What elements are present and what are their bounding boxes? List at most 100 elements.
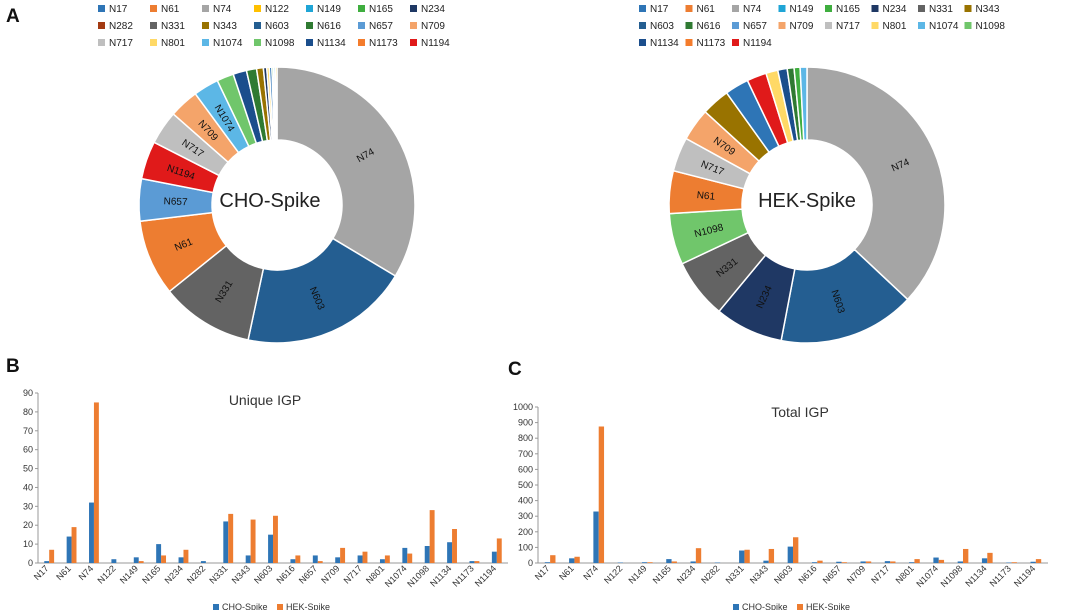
bar-hek-spike-n1134: [987, 552, 993, 563]
x-tick-label-n343: N343: [230, 563, 252, 585]
bar-hek-spike-n331: [228, 513, 234, 563]
y-tick-label: 100: [518, 542, 533, 552]
bar-legend-label-hek-spike: HEK-Spike: [806, 602, 850, 610]
legend-swatch-n657: [732, 22, 739, 29]
bar-cho-spike-n616: [290, 559, 296, 563]
legend-swatch-n616: [306, 22, 313, 29]
bar-cho-spike-n1098: [424, 546, 430, 563]
legend-label-n616: N616: [697, 21, 721, 32]
bar-cho-spike-n282: [200, 561, 206, 563]
bar-hek-spike-n149: [138, 561, 144, 563]
legend-swatch-n149: [306, 5, 313, 12]
legend-label-n282: N282: [109, 21, 133, 32]
legend-swatch-n1173: [358, 39, 365, 46]
legend-label-n717: N717: [836, 21, 860, 32]
x-tick-label-n801: N801: [894, 563, 916, 585]
legend-label-n1098: N1098: [976, 21, 1006, 32]
y-tick-label: 40: [23, 482, 33, 492]
bar-hek-spike-n331: [744, 549, 750, 563]
legend-swatch-n343: [964, 5, 972, 12]
y-tick-label: 60: [23, 445, 33, 455]
bar-cho-spike-n149: [641, 562, 648, 563]
legend-label-n17: N17: [109, 4, 128, 15]
x-tick-label-n657: N657: [821, 563, 843, 585]
y-tick-label: 80: [23, 407, 33, 417]
legend-swatch-n122: [254, 5, 261, 12]
legend-label-n343: N343: [976, 4, 1000, 15]
bar-hek-spike-n616: [295, 555, 301, 563]
bar-cho-spike-n603: [787, 546, 793, 563]
legend-label-n149: N149: [790, 4, 814, 15]
y-tick-label: 20: [23, 520, 33, 530]
x-tick-label-n616: N616: [796, 563, 818, 585]
legend-label-n122: N122: [265, 4, 289, 15]
x-tick-label-n1194: N1194: [1012, 563, 1037, 588]
bar-cho-spike-n1134: [981, 558, 988, 563]
bar-cho-spike-n603: [268, 534, 273, 563]
legend-swatch-n1098: [964, 22, 972, 29]
bar-hek-spike-n1074: [938, 559, 945, 563]
legend-label-n1098: N1098: [265, 38, 295, 49]
x-tick-label-n1134: N1134: [428, 563, 453, 588]
bar-cho-spike-n74: [89, 502, 94, 563]
legend-swatch-n165: [358, 5, 365, 12]
x-tick-label-n1098: N1098: [405, 563, 431, 589]
legend-label-n603: N603: [265, 21, 289, 32]
panel-letter-c: C: [508, 359, 522, 380]
bar-cho-spike-n149: [133, 557, 139, 563]
bar-cho-spike-n709: [860, 561, 866, 563]
legend-label-n331: N331: [929, 4, 953, 15]
legend-swatch-n1098: [254, 39, 261, 46]
x-tick-label-n603: N603: [772, 563, 794, 585]
bar-hek-spike-n149: [647, 562, 653, 563]
bar-hek-spike-n61: [574, 556, 580, 563]
legend-swatch-n616: [685, 22, 693, 29]
legend-swatch-n234: [871, 5, 879, 12]
legend-swatch-n1134: [306, 39, 313, 46]
legend-swatch-n1134: [639, 39, 646, 46]
y-tick-label: 300: [518, 511, 533, 521]
bar-hek-spike-n657: [317, 561, 323, 563]
bar-hek-spike-n603: [793, 537, 799, 563]
bar-cho-spike-n616: [811, 562, 818, 563]
legend-swatch-n234: [410, 5, 417, 12]
bar-cho-spike-n717: [884, 561, 891, 563]
bar-hek-spike-n709: [865, 561, 872, 563]
slice-n603: [780, 248, 909, 344]
bar-hek-spike-n1194: [496, 538, 502, 563]
legend-swatch-n1194: [410, 39, 417, 46]
legend-label-n74: N74: [743, 4, 762, 15]
x-tick-label-n331: N331: [207, 563, 229, 585]
bar-cho-spike-n657: [312, 555, 318, 563]
x-tick-label-n234: N234: [675, 563, 697, 585]
legend-swatch-n709: [410, 22, 417, 29]
x-tick-label-n709: N709: [845, 563, 867, 585]
bar-hek-spike-n657: [841, 562, 847, 563]
y-tick-label: 400: [518, 496, 533, 506]
x-tick-label-n149: N149: [626, 563, 648, 585]
legend-label-n603: N603: [650, 21, 674, 32]
x-tick-label-n74: N74: [581, 563, 600, 582]
x-tick-label-n1173: N1173: [988, 563, 1013, 588]
bar-cho-spike-n801: [909, 562, 915, 563]
legend-label-n657: N657: [369, 21, 393, 32]
bar-legend-swatch-hek-spike: [277, 604, 283, 610]
x-tick-label-n717: N717: [342, 563, 364, 585]
bar-hek-spike-n17: [550, 555, 556, 563]
bar-hek-spike-n1134: [452, 529, 457, 563]
x-tick-label-n17: N17: [32, 563, 51, 582]
legend-swatch-n343: [202, 22, 209, 29]
slice-label-n61: N61: [696, 190, 716, 203]
bar-cho-spike-n1173: [469, 561, 475, 563]
bar-hek-spike-n1074: [407, 553, 413, 563]
bar-hek-spike-n1098: [963, 548, 969, 563]
legend-swatch-n801: [150, 39, 157, 46]
bar-hek-spike-n801: [914, 559, 920, 563]
bar-cho-spike-n1098: [957, 561, 963, 563]
unique-igp-chart: 0 10 20 30 40 50 60 70 80 90 N17 N61 N74 N122 N149 N165…: [23, 388, 508, 610]
bar-legend-swatch-cho-spike: [213, 604, 219, 610]
bar-cho-spike-n17: [544, 562, 551, 563]
legend-swatch-n1194: [732, 39, 739, 46]
bar-hek-spike-n616: [817, 560, 823, 563]
